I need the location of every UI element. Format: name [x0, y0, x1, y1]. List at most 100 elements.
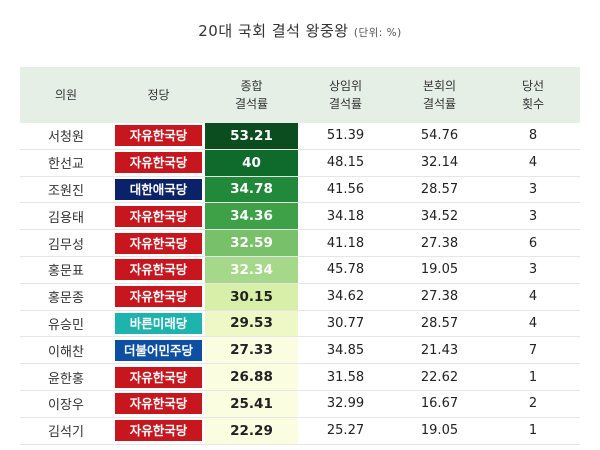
standing-committee-absence-rate: 25.27: [298, 417, 393, 445]
total-absence-rate: 25.41: [205, 390, 298, 418]
total-absence-rate: 27.33: [205, 336, 298, 365]
party-cell: 자유한국당: [112, 202, 205, 231]
table-row: 김용태 자유한국당 34.36 34.18 34.52 3: [20, 202, 580, 231]
table-row: 이해찬 더불어민주당 27.33 34.85 21.43 7: [20, 336, 580, 365]
total-absence-rate: 32.59: [205, 229, 298, 257]
party-badge: 바른미래당: [115, 312, 202, 334]
header-party: 정당: [112, 67, 205, 123]
table-row: 홍문표 자유한국당 32.34 45.78 19.05 3: [20, 256, 580, 284]
table-row: 한선교 자유한국당 40 48.15 32.14 4: [20, 149, 580, 177]
total-absence-rate: 34.36: [205, 202, 298, 231]
total-absence-rate: 30.15: [205, 283, 298, 311]
party-badge: 자유한국당: [115, 232, 202, 254]
standing-committee-absence-rate: 45.78: [298, 256, 393, 284]
table-row: 이장우 자유한국당 25.41 32.99 16.67 2: [20, 390, 580, 418]
member-name: 김석기: [20, 417, 112, 445]
header-standing: 상임위 결석률: [298, 67, 393, 123]
table-row: 유승민 바른미래당 29.53 30.77 28.57 4: [20, 310, 580, 338]
plenary-absence-rate: 32.14: [393, 149, 486, 177]
party-badge: 자유한국당: [115, 366, 202, 388]
table-row: 윤한홍 자유한국당 26.88 31.58 22.62 1: [20, 363, 580, 391]
party-cell: 대한애국당: [112, 176, 205, 204]
plenary-absence-rate: 54.76: [393, 123, 486, 150]
table-row: 서청원 자유한국당 53.21 51.39 54.76 8: [20, 123, 580, 150]
standing-committee-absence-rate: 30.77: [298, 310, 393, 338]
total-absence-rate: 34.78: [205, 176, 298, 204]
times-elected: 4: [486, 283, 580, 311]
plenary-absence-rate: 27.38: [393, 283, 486, 311]
times-elected: 2: [486, 390, 580, 418]
party-badge: 자유한국당: [115, 259, 202, 281]
header-total-line1: 종합: [240, 79, 263, 93]
plenary-absence-rate: 28.57: [393, 176, 486, 204]
plenary-absence-rate: 16.67: [393, 390, 486, 418]
times-elected: 3: [486, 256, 580, 284]
times-elected: 4: [486, 310, 580, 338]
unit-label: (단위: %): [353, 27, 402, 39]
total-absence-rate: 26.88: [205, 363, 298, 391]
header-elected: 당선 횟수: [486, 67, 580, 123]
member-name: 윤한홍: [20, 363, 112, 391]
absence-table: 의원 정당 종합 결석률 상임위 결석률 본회의 결석률 당선 횟수 서청원 자유…: [20, 67, 580, 445]
member-name: 홍문종: [20, 283, 112, 311]
party-cell: 자유한국당: [112, 390, 205, 418]
standing-committee-absence-rate: 34.18: [298, 202, 393, 231]
party-cell: 자유한국당: [112, 363, 205, 391]
table-row: 김석기 자유한국당 22.29 25.27 19.05 1: [20, 417, 580, 445]
total-absence-rate: 32.34: [205, 256, 298, 284]
total-absence-rate: 53.21: [205, 123, 298, 150]
header-row: 의원 정당 종합 결석률 상임위 결석률 본회의 결석률 당선 횟수: [20, 67, 580, 123]
total-absence-rate: 22.29: [205, 417, 298, 445]
plenary-absence-rate: 34.52: [393, 202, 486, 231]
total-absence-rate: 40: [205, 149, 298, 177]
header-elected-line2: 횟수: [521, 97, 545, 111]
member-name: 이장우: [20, 390, 112, 418]
header-plenary-line1: 본회의: [422, 79, 457, 93]
party-badge: 자유한국당: [115, 205, 202, 227]
party-cell: 자유한국당: [112, 417, 205, 445]
times-elected: 7: [486, 336, 580, 365]
standing-committee-absence-rate: 51.39: [298, 123, 393, 150]
member-name: 김용태: [20, 202, 112, 231]
table-row: 홍문종 자유한국당 30.15 34.62 27.38 4: [20, 283, 580, 311]
times-elected: 6: [486, 229, 580, 257]
total-absence-rate: 29.53: [205, 310, 298, 338]
member-name: 조원진: [20, 176, 112, 204]
party-badge: 자유한국당: [115, 125, 202, 147]
party-cell: 자유한국당: [112, 149, 205, 177]
header-total: 종합 결석률: [205, 67, 298, 123]
member-name: 홍문표: [20, 256, 112, 284]
party-cell: 바른미래당: [112, 310, 205, 338]
plenary-absence-rate: 19.05: [393, 256, 486, 284]
times-elected: 3: [486, 202, 580, 231]
plenary-absence-rate: 28.57: [393, 310, 486, 338]
party-badge: 자유한국당: [115, 420, 202, 442]
standing-committee-absence-rate: 34.85: [298, 336, 393, 365]
plenary-absence-rate: 19.05: [393, 417, 486, 445]
plenary-absence-rate: 21.43: [393, 336, 486, 365]
party-badge: 자유한국당: [115, 393, 202, 415]
header-plenary: 본회의 결석률: [393, 67, 486, 123]
times-elected: 1: [486, 363, 580, 391]
standing-committee-absence-rate: 41.18: [298, 229, 393, 257]
header-elected-line1: 당선: [521, 79, 545, 93]
times-elected: 4: [486, 149, 580, 177]
table-row: 조원진 대한애국당 34.78 41.56 28.57 3: [20, 176, 580, 204]
party-badge: 대한애국당: [115, 178, 202, 200]
party-cell: 자유한국당: [112, 283, 205, 311]
party-cell: 자유한국당: [112, 229, 205, 257]
party-cell: 자유한국당: [112, 123, 205, 150]
title-text: 20대 국회 결석 왕중왕: [198, 22, 349, 40]
header-name: 의원: [20, 67, 112, 123]
table-body: 서청원 자유한국당 53.21 51.39 54.76 8 한선교 자유한국당 40 48.15 3…: [20, 123, 580, 445]
member-name: 서청원: [20, 123, 112, 150]
plenary-absence-rate: 27.38: [393, 229, 486, 257]
table-row: 김무성 자유한국당 32.59 41.18 27.38 6: [20, 229, 580, 257]
standing-committee-absence-rate: 32.99: [298, 390, 393, 418]
member-name: 유승민: [20, 310, 112, 338]
member-name: 김무성: [20, 229, 112, 257]
table-title: 20대 국회 결석 왕중왕 (단위: %): [0, 20, 600, 41]
party-cell: 자유한국당: [112, 256, 205, 284]
party-badge: 자유한국당: [115, 152, 202, 174]
member-name: 이해찬: [20, 336, 112, 365]
